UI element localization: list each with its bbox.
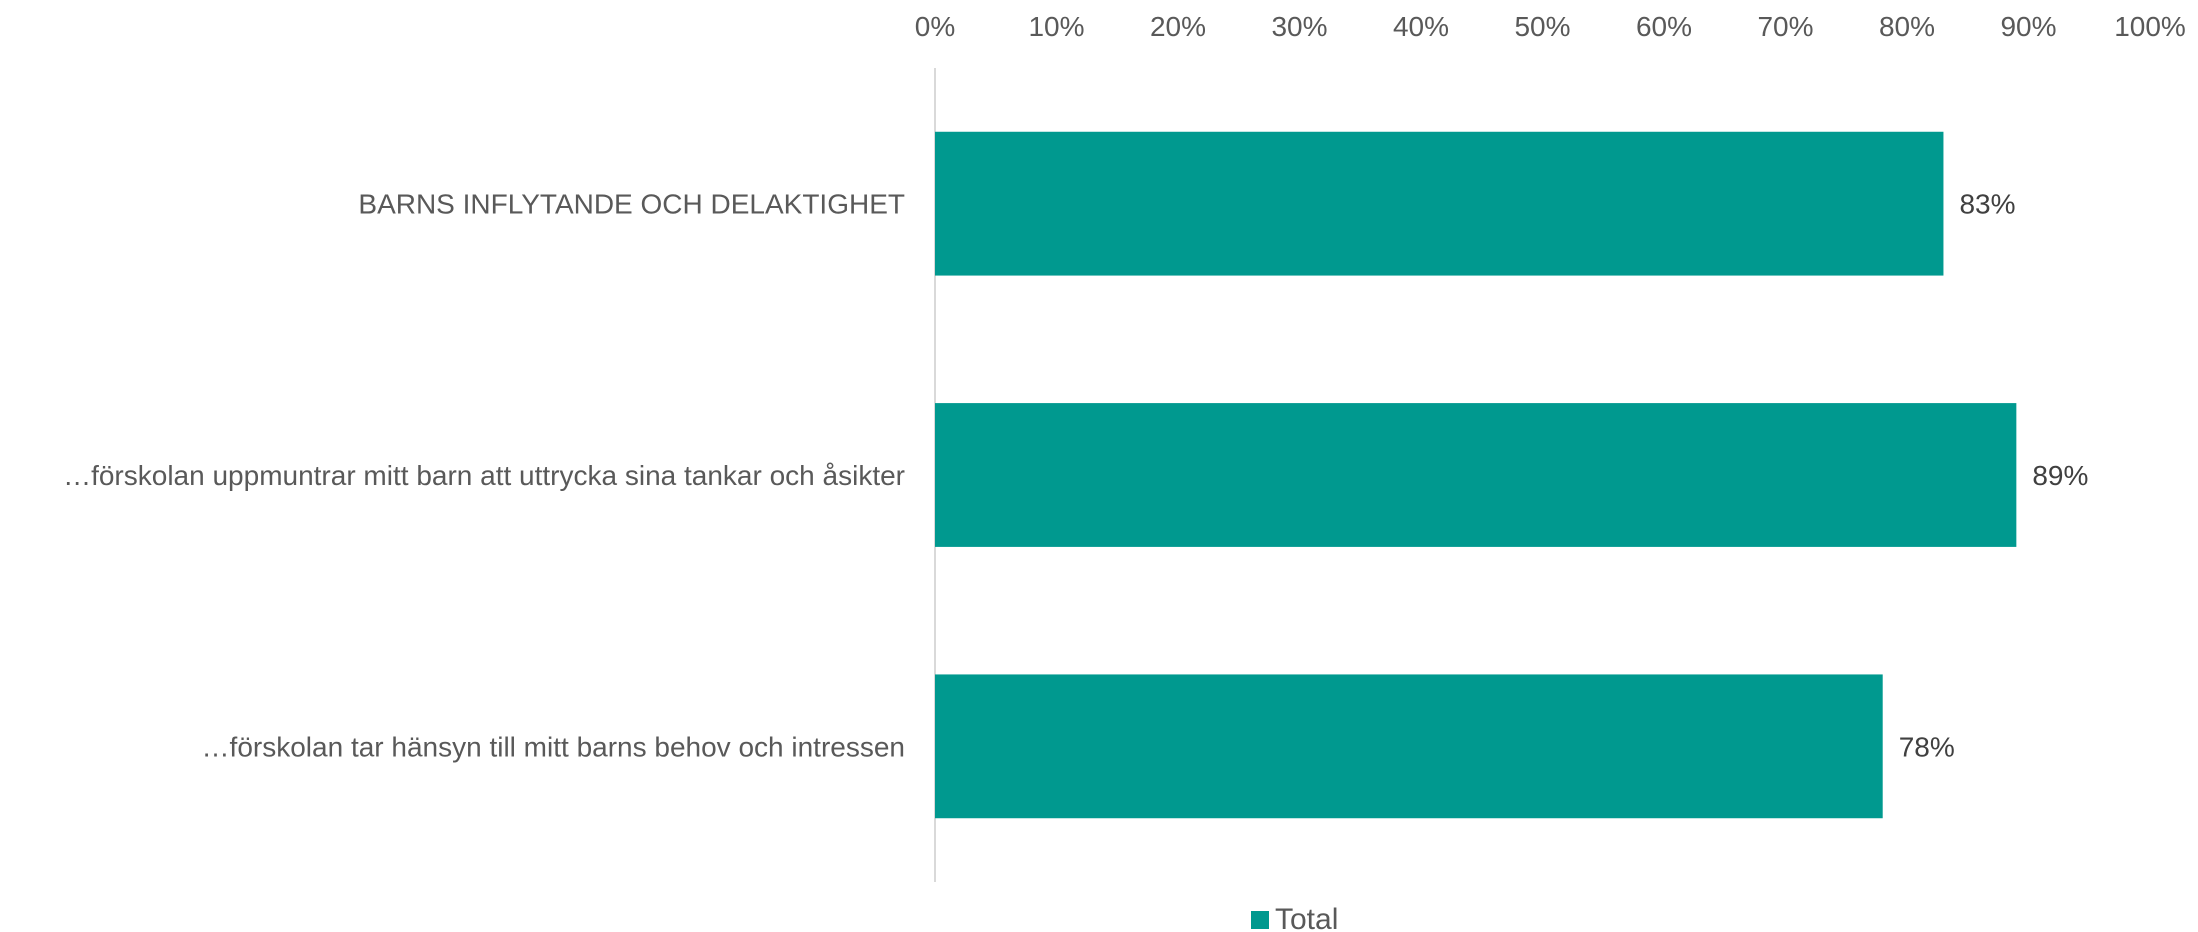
x-tick-label: 40% — [1393, 11, 1449, 42]
bar-value-label: 89% — [2032, 460, 2088, 491]
x-tick-label: 60% — [1636, 11, 1692, 42]
legend-label-total: Total — [1275, 903, 1338, 932]
category-label: BARNS INFLYTANDE OCH DELAKTIGHET — [358, 189, 905, 220]
legend: Total — [1251, 903, 1338, 932]
x-tick-label: 80% — [1879, 11, 1935, 42]
x-axis-ticks: 0% 10% 20% 30% 40% 50% 60% 70% 80% 90% 100% — [915, 11, 2186, 42]
x-tick-label: 10% — [1028, 11, 1084, 42]
category-labels: BARNS INFLYTANDE OCH DELAKTIGHET …förskol… — [63, 189, 905, 763]
x-tick-label: 50% — [1514, 11, 1570, 42]
bar — [935, 674, 1883, 819]
category-label: …förskolan uppmuntrar mitt barn att uttr… — [63, 460, 905, 491]
bar — [935, 403, 2017, 547]
x-tick-label: 100% — [2114, 11, 2186, 42]
x-tick-label: 70% — [1757, 11, 1813, 42]
bars — [935, 131, 2017, 819]
bar — [935, 131, 1944, 276]
bar-value-label: 78% — [1899, 731, 1955, 762]
data-labels: 83% 89% 78% — [1899, 189, 2089, 763]
x-tick-label: 20% — [1150, 11, 1206, 42]
x-tick-label: 90% — [2000, 11, 2056, 42]
bar-value-label: 83% — [1959, 189, 2015, 220]
x-tick-label: 30% — [1271, 11, 1327, 42]
category-label: …förskolan tar hänsyn till mitt barns be… — [202, 731, 905, 762]
legend-swatch-total — [1251, 911, 1269, 929]
x-tick-label: 0% — [915, 11, 955, 42]
